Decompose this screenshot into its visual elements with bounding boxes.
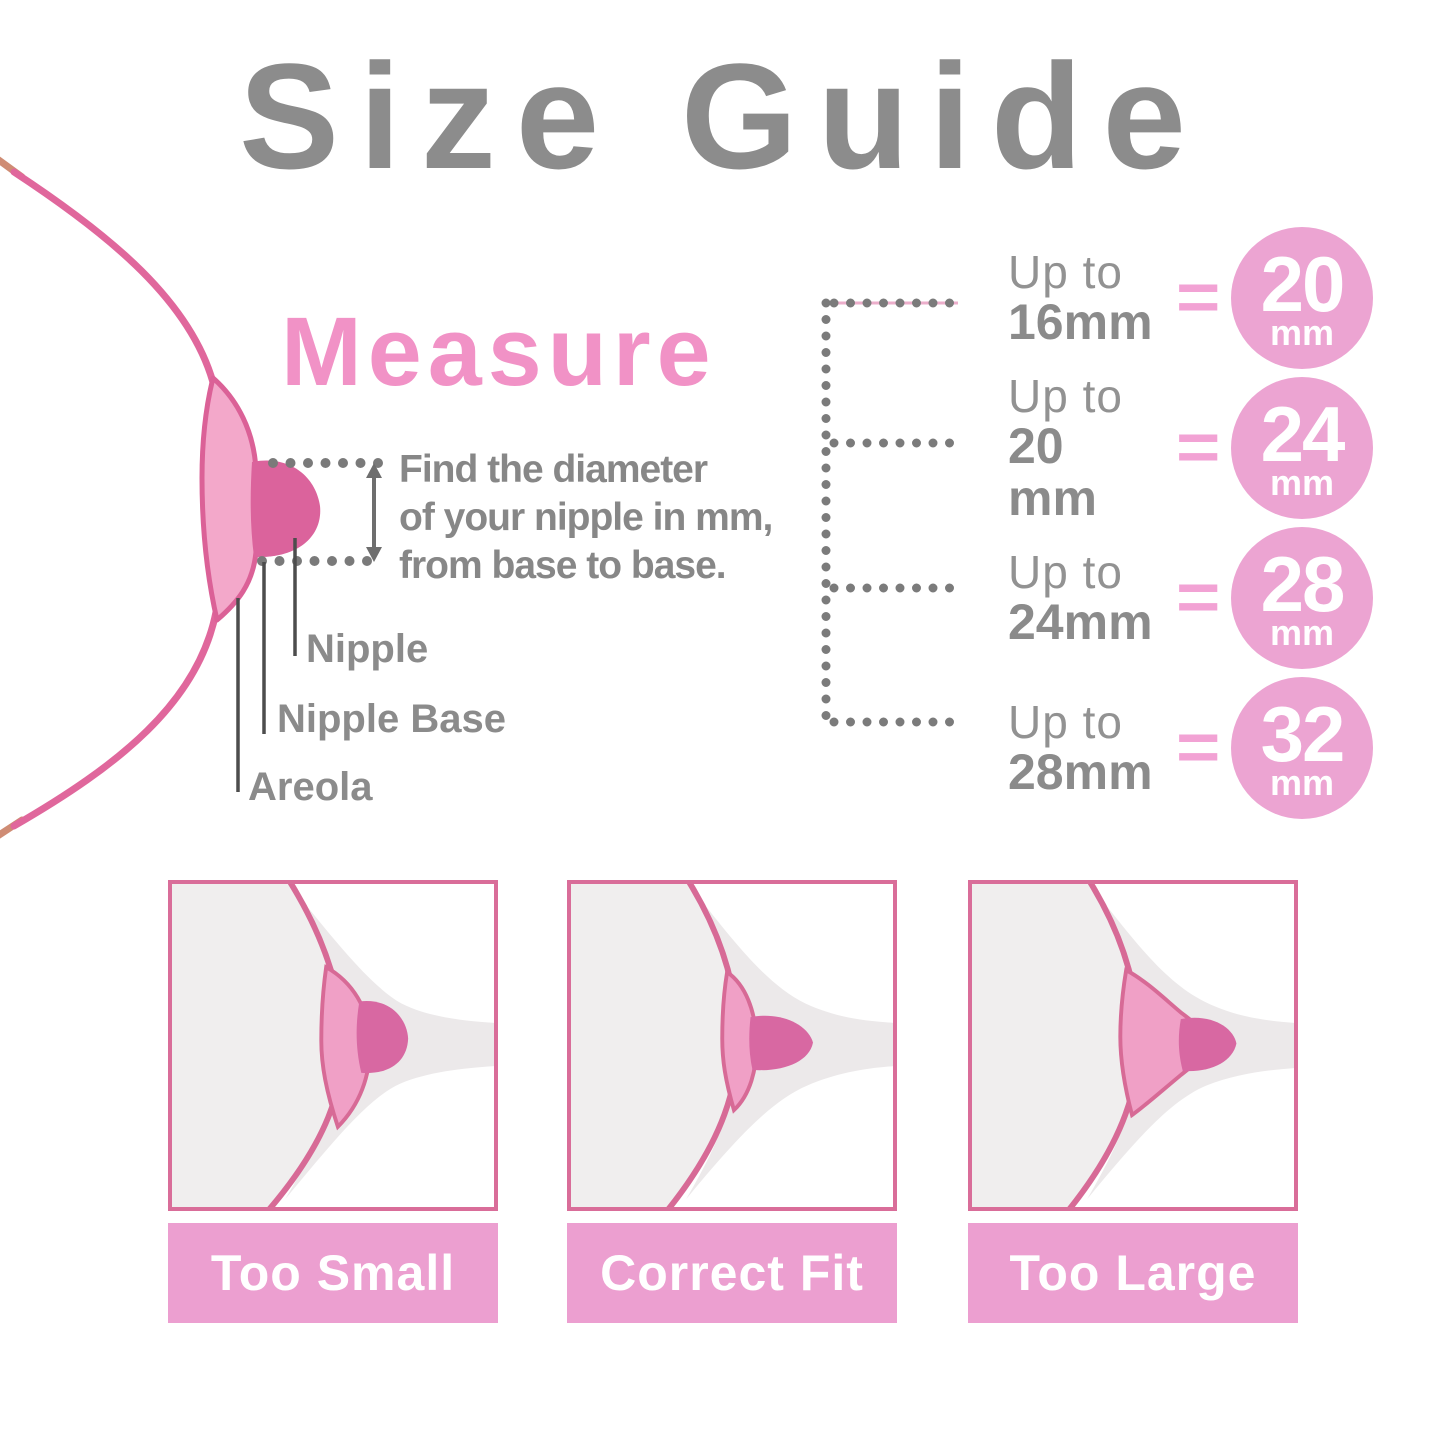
flange-fit-illustration-correct-fit <box>571 884 893 1207</box>
range-value: 20 mm <box>1008 418 1097 526</box>
flange-size-unit: mm <box>1269 312 1335 353</box>
equals-sign: = <box>1176 559 1221 636</box>
fit-panel-label-text: Too Large <box>1009 1245 1257 1301</box>
measure-instruction: Find the diameter of your nipple in mm, … <box>399 446 773 590</box>
breast-curve-tip-bottom <box>0 816 26 839</box>
flange-size-badge: 28 mm <box>1231 527 1373 669</box>
equals-sign: = <box>1176 409 1221 486</box>
measure-arrow-head-up <box>366 463 382 478</box>
size-row-3: Up to 24mm = 28 mm <box>1008 527 1373 669</box>
range-prefix: Up to <box>1008 246 1123 298</box>
flange-size-unit: mm <box>1269 762 1335 803</box>
size-range: Up to 16mm <box>1008 248 1166 348</box>
equals-sign: = <box>1176 709 1221 786</box>
breast-outline-top <box>10 168 218 390</box>
breast-outline-bottom <box>10 608 220 830</box>
fit-panel-correct-fit <box>567 880 897 1211</box>
flange-size-badge: 32 mm <box>1231 677 1373 819</box>
flange-fit-illustration-too-small <box>172 884 494 1207</box>
areola-shape <box>199 375 259 623</box>
flange-size-number: 24 <box>1260 390 1346 478</box>
fit-panel-label-too-small: Too Small <box>168 1223 498 1323</box>
fit-panel-label-correct-fit: Correct Fit <box>567 1223 897 1323</box>
size-row-4: Up to 28mm = 32 mm <box>1008 677 1373 819</box>
range-value: 24mm <box>1008 594 1153 650</box>
fit-panel-too-large <box>968 880 1298 1211</box>
instruction-line-1: Find the diameter <box>399 448 708 491</box>
nipple-shape <box>250 460 321 558</box>
size-range: Up to 24mm <box>1008 548 1166 648</box>
label-nipple: Nipple <box>306 627 429 671</box>
fit-panel-label-text: Too Small <box>210 1245 456 1301</box>
measure-heading: Measure <box>281 297 717 406</box>
flange-size-badge: 20 mm <box>1231 227 1373 369</box>
flange-fit-illustration-too-large <box>972 884 1294 1207</box>
flange-size-badge: 24 mm <box>1231 377 1373 519</box>
size-bracket-dotted <box>821 298 961 727</box>
flange-size-number: 32 <box>1260 690 1346 778</box>
label-areola: Areola <box>248 765 373 809</box>
size-row-2: Up to 20 mm = 24 mm <box>1008 372 1373 524</box>
size-range: Up to 20 mm <box>1008 372 1166 524</box>
size-row-1: Up to 16mm = 20 mm <box>1008 227 1373 369</box>
measure-arrow-head-down <box>366 547 382 562</box>
fit-panel-label-too-large: Too Large <box>968 1223 1298 1323</box>
range-prefix: Up to <box>1008 696 1123 748</box>
equals-sign: = <box>1176 259 1221 336</box>
label-nipple-base: Nipple Base <box>277 697 506 741</box>
size-range: Up to 28mm <box>1008 698 1166 798</box>
range-value: 16mm <box>1008 294 1153 350</box>
page-title: Size Guide <box>239 32 1206 200</box>
instruction-line-3: from base to base. <box>399 544 727 587</box>
flange-size-unit: mm <box>1269 462 1335 503</box>
range-prefix: Up to <box>1008 546 1123 598</box>
fit-panel-label-text: Correct Fit <box>600 1245 864 1301</box>
flange-size-unit: mm <box>1269 612 1335 653</box>
flange-size-number: 20 <box>1260 240 1346 328</box>
range-value: 28mm <box>1008 744 1153 800</box>
range-prefix: Up to <box>1008 370 1123 422</box>
instruction-line-2: of your nipple in mm, <box>399 496 773 539</box>
fit-panel-too-small <box>168 880 498 1211</box>
flange-size-number: 28 <box>1260 540 1346 628</box>
